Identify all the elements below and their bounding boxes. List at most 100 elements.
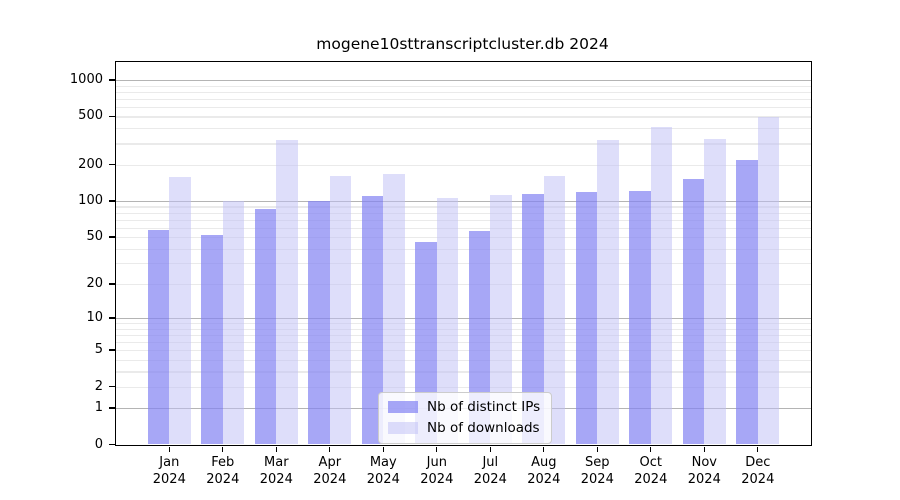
x-axis-tick xyxy=(275,446,277,452)
bar-nov-downloads xyxy=(704,138,726,445)
bar-apr-distinct-ips xyxy=(308,200,330,445)
y-axis-tick xyxy=(108,115,115,118)
gridline-major xyxy=(116,200,811,203)
x-axis-tick xyxy=(596,446,598,452)
y-axis-tick xyxy=(108,407,115,409)
gridline-minor xyxy=(116,128,811,130)
bar-mar-distinct-ips xyxy=(254,208,277,445)
gridline-minor xyxy=(116,85,811,87)
x-axis-tick xyxy=(489,446,491,452)
gridline-minor xyxy=(116,328,811,330)
gridline-minor xyxy=(116,164,811,166)
bar-jan-downloads xyxy=(169,177,191,445)
bar-aug-downloads xyxy=(543,176,566,445)
y-axis-tick xyxy=(108,349,115,351)
bar-dec-downloads xyxy=(757,116,780,445)
x-axis-tick xyxy=(222,446,224,452)
bar-may-distinct-ips xyxy=(361,196,384,445)
x-axis-tick-label: May 2024 xyxy=(366,455,400,487)
gridline-minor xyxy=(116,334,811,336)
gridline-minor xyxy=(116,227,811,229)
bar-dec-distinct-ips xyxy=(736,160,758,445)
gridline-minor xyxy=(116,212,811,214)
y-axis-tick-label: 10 xyxy=(86,309,103,325)
legend-swatch-distinct-ips xyxy=(388,401,418,413)
gridline-major xyxy=(116,79,811,82)
y-axis-tick-label: 20 xyxy=(86,275,103,291)
y-axis-tick-label: 2 xyxy=(94,378,103,394)
x-axis-tick-label: Oct 2024 xyxy=(634,455,668,487)
y-axis-tick xyxy=(108,283,115,285)
y-axis-tick xyxy=(108,385,115,388)
x-axis-tick-label: Dec 2024 xyxy=(741,455,775,487)
gridline-minor xyxy=(116,248,811,250)
x-axis-tick xyxy=(543,446,545,452)
bar-jun-downloads xyxy=(436,197,459,445)
gridline-minor xyxy=(116,219,811,221)
x-axis-tick-label: Aug 2024 xyxy=(527,455,561,487)
gridline-minor xyxy=(116,143,811,145)
x-axis-tick xyxy=(382,446,384,452)
bar-mar-downloads xyxy=(276,139,298,445)
bar-nov-distinct-ips xyxy=(682,179,705,445)
gridline-minor xyxy=(116,237,811,239)
x-axis-tick-label: Nov 2024 xyxy=(687,455,721,487)
bar-feb-downloads xyxy=(222,200,245,445)
legend-item-distinct-ips: Nb of distinct IPs xyxy=(388,399,540,415)
bar-sep-downloads xyxy=(597,139,619,445)
x-axis-tick-label: Mar 2024 xyxy=(259,455,293,487)
y-axis-tick xyxy=(108,200,115,202)
bar-aug-distinct-ips xyxy=(522,194,544,445)
y-axis-tick xyxy=(108,317,115,319)
bar-oct-downloads xyxy=(650,126,673,445)
gridline-minor xyxy=(116,283,811,286)
x-axis-tick-label: Apr 2024 xyxy=(313,455,347,487)
gridline-minor xyxy=(116,116,811,118)
gridline-minor xyxy=(116,98,811,100)
bar-jan-distinct-ips xyxy=(147,230,170,445)
x-axis-tick-label: Jun 2024 xyxy=(420,455,454,487)
y-axis-tick xyxy=(108,443,115,446)
legend: Nb of distinct IPs Nb of downloads xyxy=(378,392,553,444)
bar-feb-distinct-ips xyxy=(201,235,223,445)
y-axis-tick-label: 5 xyxy=(94,341,103,357)
x-axis-tick xyxy=(168,446,170,452)
y-axis-tick-label: 500 xyxy=(78,108,103,124)
legend-label-distinct-ips: Nb of distinct IPs xyxy=(427,399,541,415)
bar-oct-distinct-ips xyxy=(629,191,651,445)
gridline-minor xyxy=(116,263,811,265)
bar-jul-downloads xyxy=(490,195,512,445)
y-axis-tick-label: 100 xyxy=(78,192,103,208)
plot-area: Nb of distinct IPs Nb of downloads 0 1 2 5 1… xyxy=(70,61,812,487)
y-axis-tick xyxy=(108,236,115,238)
bar-jul-distinct-ips xyxy=(468,231,491,445)
x-axis-tick xyxy=(329,446,331,452)
y-axis-tick xyxy=(108,164,115,166)
gridline-minor xyxy=(116,386,811,388)
y-axis-tick-label: 1 xyxy=(94,399,103,415)
legend-item-downloads: Nb of downloads xyxy=(388,420,540,436)
y-axis-tick xyxy=(108,79,115,81)
x-axis-tick xyxy=(757,446,759,452)
gridline-minor xyxy=(116,359,811,361)
x-axis-tick-label: Jan 2024 xyxy=(152,455,186,487)
gridline-major xyxy=(116,317,811,320)
x-axis-tick xyxy=(650,446,652,452)
bar-may-downloads xyxy=(383,174,405,445)
legend-label-downloads: Nb of downloads xyxy=(427,420,540,436)
x-axis-tick-label: Feb 2024 xyxy=(206,455,240,487)
gridline-minor xyxy=(116,206,811,208)
gridline-minor xyxy=(116,341,811,343)
bar-sep-distinct-ips xyxy=(575,191,598,445)
gridline-minor xyxy=(116,349,811,352)
chart-title: mogene10sttranscriptcluster.db 2024 xyxy=(316,35,609,53)
x-axis-tick xyxy=(436,446,438,452)
gridline-minor xyxy=(116,106,811,109)
y-axis-tick-label: 50 xyxy=(86,229,103,245)
y-axis-tick-label: 200 xyxy=(78,156,103,172)
gridline-minor xyxy=(116,91,811,93)
legend-swatch-downloads xyxy=(388,422,418,434)
x-axis-tick xyxy=(703,446,705,452)
gridline-minor xyxy=(116,371,811,373)
